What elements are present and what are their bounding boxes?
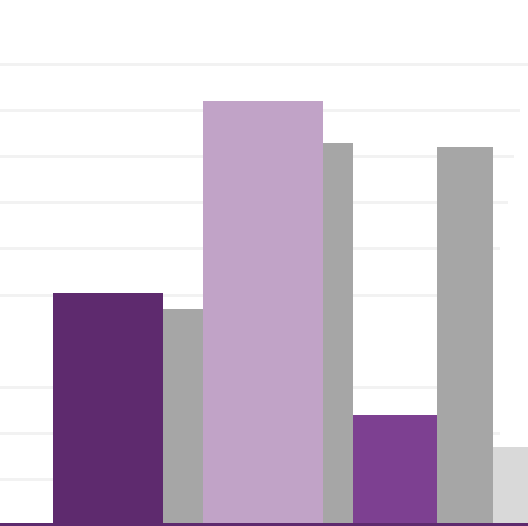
bar <box>353 415 437 526</box>
bar <box>53 293 163 526</box>
bar <box>493 447 528 526</box>
gridline <box>0 63 528 66</box>
bar <box>163 309 203 526</box>
bar-chart <box>0 0 528 526</box>
bar <box>437 147 493 526</box>
bar <box>203 101 323 526</box>
bar <box>323 143 353 526</box>
